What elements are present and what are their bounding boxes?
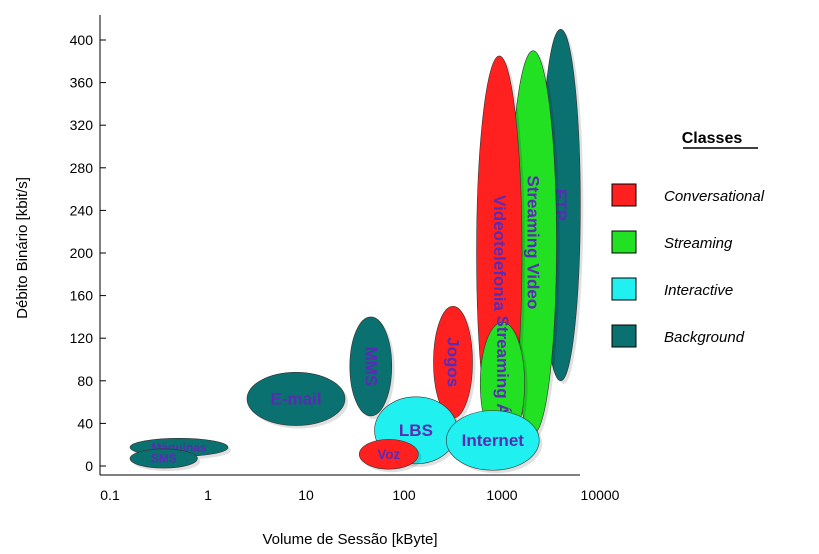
- legend-label: Background: [664, 329, 745, 346]
- legend-label: Streaming: [664, 235, 733, 252]
- y-tick-label: 0: [85, 458, 93, 474]
- y-tick-label: 160: [70, 288, 94, 304]
- y-tick-label: 200: [70, 245, 94, 261]
- bubble-voz: Voz: [359, 439, 422, 473]
- y-tick-label: 120: [70, 330, 94, 346]
- legend-label: Interactive: [664, 282, 733, 299]
- x-axis-title: Volume de Sessão [kByte]: [262, 531, 437, 548]
- legend-entries: Conversational Streaming Interactive Backgr…: [611, 183, 765, 348]
- bubble-label: Internet: [462, 431, 525, 450]
- bubble-label: Streaming Video: [524, 175, 543, 309]
- legend-label: Conversational: [664, 188, 765, 205]
- y-axis-title: Débito Binário [kbit/s]: [14, 177, 31, 319]
- y-ticks: 0 40 80 120 160 200 240 280 320 360 400: [70, 32, 106, 474]
- bubble-label: SMS: [151, 452, 177, 466]
- y-tick-label: 240: [70, 202, 94, 218]
- bubble-shape: [129, 448, 198, 469]
- x-tick-label: 10: [298, 487, 314, 503]
- legend-swatch: [611, 277, 637, 301]
- y-tick-label: 80: [77, 373, 93, 389]
- bubble-jogos: Jogos: [433, 305, 476, 422]
- legend-entry-streaming: Streaming: [611, 230, 733, 254]
- bubble-label: MMS: [361, 347, 380, 387]
- x-ticks: 0.1 1 10 100 1000 10000: [100, 487, 619, 503]
- bubble-e-mail: E-mail: [246, 371, 348, 429]
- x-tick-label: 100: [392, 487, 416, 503]
- x-tick-label: 10000: [581, 487, 620, 503]
- y-tick-label: 40: [77, 415, 93, 431]
- x-tick-label: 1000: [486, 487, 517, 503]
- y-tick-label: 400: [70, 32, 94, 48]
- bubble-label: Jogos: [444, 337, 463, 387]
- legend-entry-conversational: Conversational: [611, 183, 765, 207]
- legend-swatch: [611, 324, 637, 348]
- bubble-label: E-mail: [270, 389, 321, 408]
- x-tick-label: 1: [204, 487, 212, 503]
- legend: Classes Conversational Streaming Interacti…: [611, 130, 765, 348]
- bubble-label: Voz: [377, 447, 400, 462]
- y-tick-label: 320: [70, 117, 94, 133]
- bubble-sms: SMS: [129, 448, 201, 472]
- legend-swatch: [611, 230, 637, 254]
- legend-title: Classes: [682, 130, 743, 147]
- bubble-streaming-video: Streaming Video: [509, 50, 560, 438]
- legend-swatch: [611, 183, 637, 207]
- legend-entry-interactive: Interactive: [611, 277, 733, 301]
- legend-entry-background: Background: [611, 324, 745, 348]
- bubble-shape: [359, 439, 419, 470]
- bubble-shape: [445, 410, 540, 471]
- bubble-shape: [349, 316, 393, 417]
- axes: [99, 15, 580, 476]
- bubble-mms: MMS: [349, 316, 395, 419]
- x-tick-label: 0.1: [100, 487, 120, 503]
- bubble-label: LBS: [399, 421, 433, 440]
- bubble-shape: [246, 371, 346, 426]
- bubble-internet: Internet: [445, 410, 543, 474]
- y-tick-label: 360: [70, 75, 94, 91]
- bubble-label: Videotelefonia: [490, 195, 509, 311]
- y-tick-label: 280: [70, 160, 94, 176]
